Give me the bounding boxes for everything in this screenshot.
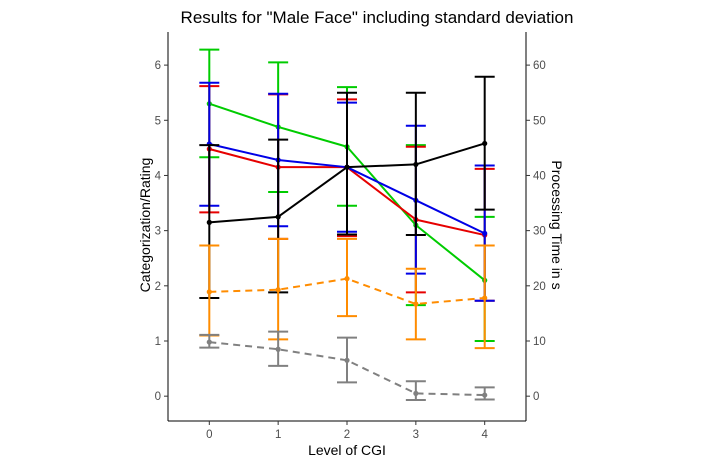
series-layer: [199, 48, 495, 402]
y2-axis-label: Processing Time in s: [549, 160, 565, 289]
y2-tick-label: 50: [533, 115, 546, 127]
data-point: [413, 390, 419, 397]
y-tick-label: 5: [155, 115, 161, 127]
data-point: [482, 140, 488, 147]
y2-axis: 0 10 20 30 40 50 60: [526, 60, 546, 403]
data-point: [482, 230, 488, 236]
data-point: [344, 164, 350, 170]
series-5: [199, 330, 495, 402]
error-bar: [337, 91, 357, 236]
x-tick-label: 0: [206, 429, 212, 441]
chart-title: Results for "Male Face" including standa…: [181, 8, 574, 27]
data-point: [275, 346, 281, 352]
y-tick-label: 2: [155, 281, 161, 293]
y2-tick-label: 40: [533, 170, 546, 182]
y2-tick-label: 20: [533, 281, 546, 293]
data-point: [275, 214, 281, 220]
data-point: [206, 219, 212, 225]
data-point: [413, 161, 419, 168]
x-tick-label: 3: [413, 429, 419, 441]
y-axis: 0 1 2 3 4 5 6: [155, 60, 168, 403]
x-tick-label: 2: [344, 429, 350, 441]
x-tick-label: 1: [275, 429, 281, 441]
y-tick-label: 3: [155, 226, 161, 238]
error-bar: [405, 380, 426, 402]
y-tick-label: 0: [155, 391, 161, 403]
y2-tick-label: 10: [533, 336, 546, 348]
data-point: [344, 276, 350, 282]
y-tick-label: 1: [155, 336, 161, 348]
y-tick-label: 6: [155, 60, 161, 72]
data-point: [206, 289, 212, 295]
data-point: [275, 287, 281, 293]
y2-tick-label: 60: [533, 60, 546, 72]
data-point: [482, 295, 488, 301]
y2-tick-label: 30: [533, 226, 546, 238]
y-axis-label: Categorization/Rating: [137, 158, 153, 293]
x-tick-label: 4: [481, 429, 488, 441]
y-tick-label: 4: [155, 170, 162, 182]
data-point: [206, 339, 212, 345]
data-point: [482, 392, 488, 398]
x-axis-label: Level of CGI: [308, 442, 386, 458]
data-point: [344, 357, 350, 363]
y2-tick-label: 0: [533, 391, 539, 403]
series-4: [199, 237, 495, 350]
x-axis: 0 1 2 3 4: [206, 421, 488, 441]
data-point: [413, 301, 419, 307]
